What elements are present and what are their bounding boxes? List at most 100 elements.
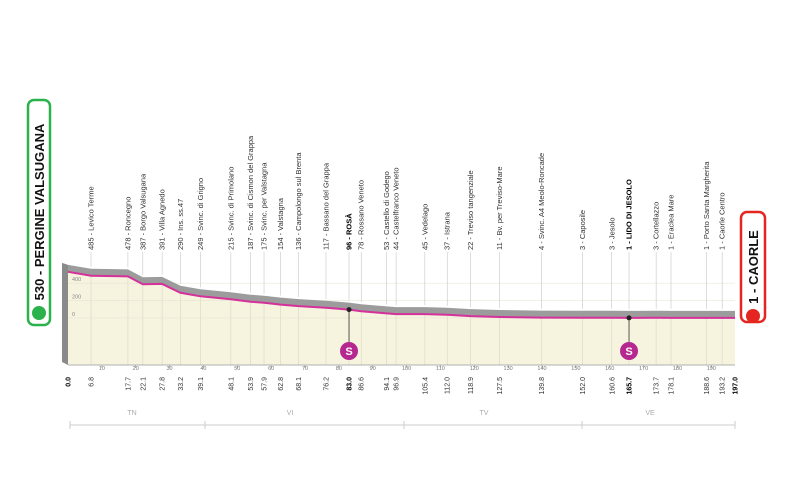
km-label: 127.5	[497, 377, 504, 395]
start-box	[26, 98, 52, 327]
finish-icon	[746, 309, 760, 323]
km-label: 0.0	[66, 377, 73, 387]
minor-tick-label: 140	[537, 366, 546, 372]
region-label: TV	[480, 410, 489, 417]
minor-tick-label: 130	[504, 366, 513, 372]
profile-fill	[68, 271, 735, 365]
waypoint-label: 387 - Borgo Valsugana	[138, 173, 147, 250]
waypoint-label: 1 - LIDO DI JESOLO	[625, 179, 634, 250]
km-label: 27.8	[160, 377, 167, 391]
waypoint-label: 1 - Porto Santa Margherita	[702, 161, 711, 250]
minor-tick-label: 30	[167, 366, 173, 372]
waypoint-label: 187 - Svinc. di Cismon del Grappa	[246, 135, 255, 250]
km-label: 62.8	[278, 377, 285, 391]
km-label: 152.0	[580, 377, 587, 395]
y-tick-label: 400	[72, 277, 81, 283]
profile-band	[68, 264, 735, 318]
minor-tick-label: 190	[707, 366, 716, 372]
waypoint-label: 1 - Caorle Centro	[718, 192, 727, 250]
minor-tick-label: 110	[436, 366, 445, 372]
profile-side	[62, 262, 68, 365]
km-label: 96.9	[394, 377, 401, 391]
waypoint-label: 44 - Castelfranco Veneto	[392, 167, 401, 250]
minor-tick-label: 70	[302, 366, 308, 372]
waypoint-label: 3 - Cortellazzo	[652, 202, 661, 250]
finish-label: 1 - CAORLE	[746, 230, 761, 304]
km-label: 57.9	[262, 377, 269, 391]
sprint-dot	[346, 307, 352, 313]
km-label: 48.1	[228, 377, 235, 391]
region-label: VI	[287, 410, 294, 417]
minor-tick-label: 100	[402, 366, 411, 372]
waypoint-label: 53 - Castello di Godego	[382, 171, 391, 250]
km-label: 86.6	[359, 377, 366, 391]
sprint-label: S	[345, 346, 352, 358]
km-label: 165.7	[627, 377, 634, 395]
start-icon	[32, 306, 46, 320]
waypoint-label: 117 - Bassano del Grappa	[321, 162, 330, 250]
y-tick-label: 200	[72, 295, 81, 301]
km-label: 139.8	[539, 377, 546, 395]
km-label: 22.1	[140, 377, 147, 391]
minor-tick-label: 150	[571, 366, 580, 372]
y-tick-label: 0	[72, 312, 75, 318]
waypoint-label: 175 - Svinc. per Valstagna	[260, 162, 269, 250]
minor-tick-label: 170	[639, 366, 648, 372]
waypoint-label: 96 - ROSÀ	[345, 213, 354, 250]
waypoint-label: 11 - Bv. per Treviso-Mare	[495, 167, 504, 251]
minor-tick-label: 10	[99, 366, 105, 372]
region-label: VE	[645, 410, 655, 417]
region-label: TN	[127, 410, 136, 417]
waypoint-label: 45 - Vedelago	[420, 204, 429, 250]
waypoint-label: 249 - Svinc. di Grigno	[196, 178, 205, 250]
km-label: 6.8	[89, 377, 96, 387]
waypoint-label: 290 - Ins. ss.47	[176, 199, 185, 250]
minor-tick-label: 90	[370, 366, 376, 372]
profile-line	[67, 270, 735, 319]
waypoint-label: 3 - Caposile	[578, 210, 587, 250]
km-label: 173.7	[654, 377, 661, 395]
km-label: 94.1	[384, 377, 391, 391]
km-label: 83.0	[347, 377, 354, 391]
minor-tick-label: 180	[673, 366, 682, 372]
sprint-badge	[340, 342, 359, 360]
waypoint-label: 1 - Eraclea Mare	[667, 195, 676, 250]
minor-tick-label: 160	[605, 366, 614, 372]
waypoint-label: 154 - Valstagna	[276, 197, 285, 250]
waypoint-label: 478 - Roncegno	[123, 197, 132, 250]
waypoint-label: 485 - Levico Terme	[87, 186, 96, 250]
km-label: 188.6	[704, 377, 711, 395]
waypoint-label: 78 - Rossano Veneto	[357, 180, 366, 250]
sprint-label: S	[625, 346, 632, 358]
start-label: 530 - PERGINE VALSUGANA	[32, 123, 47, 300]
sprint-dot	[626, 315, 632, 321]
km-label: 68.1	[296, 377, 303, 391]
km-label: 193.2	[720, 377, 727, 395]
km-label: 118.9	[468, 377, 475, 394]
km-label: 178.1	[669, 377, 676, 395]
km-label: 33.2	[178, 377, 185, 391]
waypoint-label: 3 - Jesolo	[607, 217, 616, 250]
minor-tick-label: 50	[234, 366, 240, 372]
minor-tick-label: 40	[200, 366, 206, 372]
km-label: 197.0	[733, 377, 740, 395]
minor-tick-label: 120	[470, 366, 479, 372]
km-label: 76.2	[323, 377, 330, 391]
waypoint-label: 136 - Campolongo sul Brenta	[294, 152, 303, 250]
km-label: 105.4	[422, 377, 429, 395]
km-label: 53.9	[248, 377, 255, 391]
km-label: 160.6	[609, 377, 616, 395]
minor-tick-label: 80	[336, 366, 342, 372]
km-label: 112.0	[445, 377, 452, 394]
waypoint-label: 22 - Treviso tangenziale	[466, 170, 475, 250]
waypoint-label: 391 - Villa Agnedo	[158, 189, 167, 250]
sprint-badge	[620, 342, 639, 360]
waypoint-label: 215 - Svinc. di Primolano	[226, 167, 235, 250]
waypoint-label: 4 - Svinc. A4 Meolo-Roncade	[537, 153, 546, 250]
waypoint-label: 37 - Istrana	[443, 211, 452, 250]
minor-tick-label: 20	[133, 366, 139, 372]
km-label: 39.1	[198, 377, 205, 391]
minor-tick-label: 60	[268, 366, 274, 372]
km-label: 17.7	[125, 377, 132, 391]
